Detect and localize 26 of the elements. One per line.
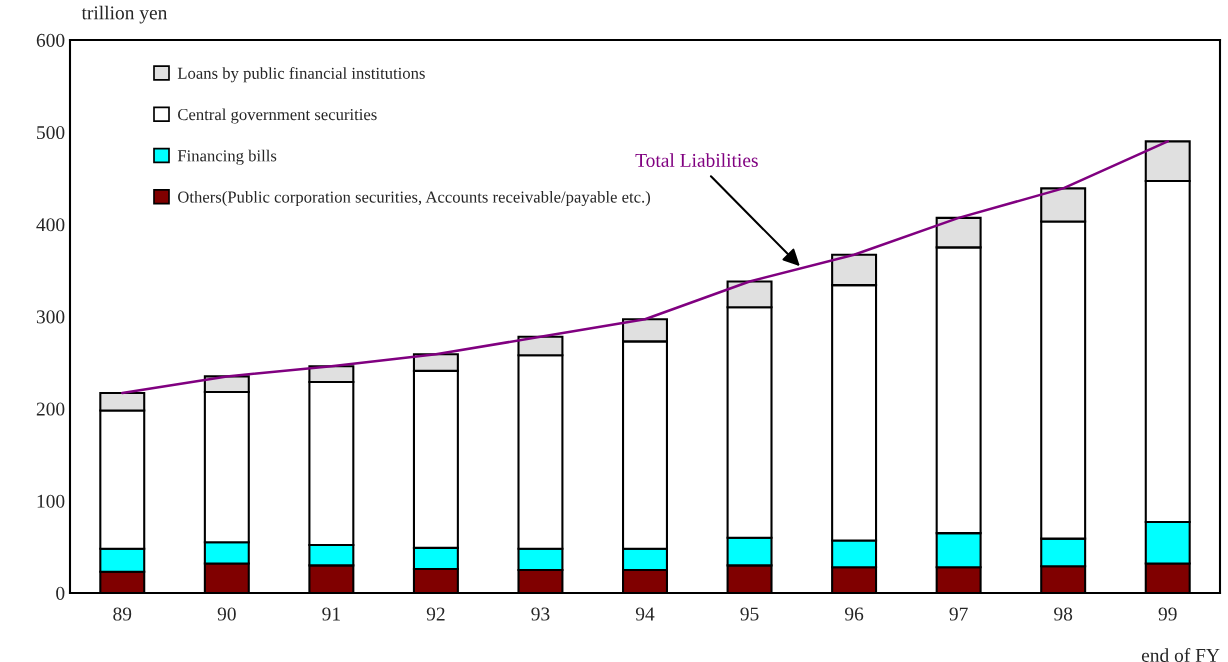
y-tick-label: 200 xyxy=(36,402,65,416)
x-tick-label: 94 xyxy=(635,607,655,621)
x-tick-label: 91 xyxy=(322,607,340,621)
y-tick-label: 100 xyxy=(37,494,65,508)
x-tick-label: 97 xyxy=(949,607,968,621)
legend-label: Financing bills xyxy=(177,149,277,165)
x-tick-label: 90 xyxy=(217,607,236,621)
y-axis-title: trillion yen xyxy=(81,5,168,24)
x-tick-label: 93 xyxy=(531,607,550,621)
x-tick-label: 95 xyxy=(740,607,759,621)
y-tick-label: 0 xyxy=(56,586,65,600)
x-axis-title: end of FY xyxy=(1141,648,1220,662)
y-tick-label: 500 xyxy=(37,125,65,140)
x-tick-label: 89 xyxy=(113,607,132,621)
y-tick-label: 400 xyxy=(36,218,65,232)
x-tick-label: 99 xyxy=(1158,607,1177,621)
line-series xyxy=(121,140,1169,395)
legend-label: Loans by public financial institutions xyxy=(177,66,425,83)
text: Total Liabilities xyxy=(635,153,758,167)
legend-label: Others(Public corporation securities, Accounts receivable/payable etc.) xyxy=(178,190,651,207)
x-tick-label: 98 xyxy=(1054,607,1073,621)
legend-label: Central government securities xyxy=(178,108,377,124)
y-tick-label: 300 xyxy=(36,310,65,324)
x-tick-label: 96 xyxy=(844,607,864,621)
y-tick-label: 600 xyxy=(36,33,65,47)
x-tick-label: 92 xyxy=(426,607,445,621)
